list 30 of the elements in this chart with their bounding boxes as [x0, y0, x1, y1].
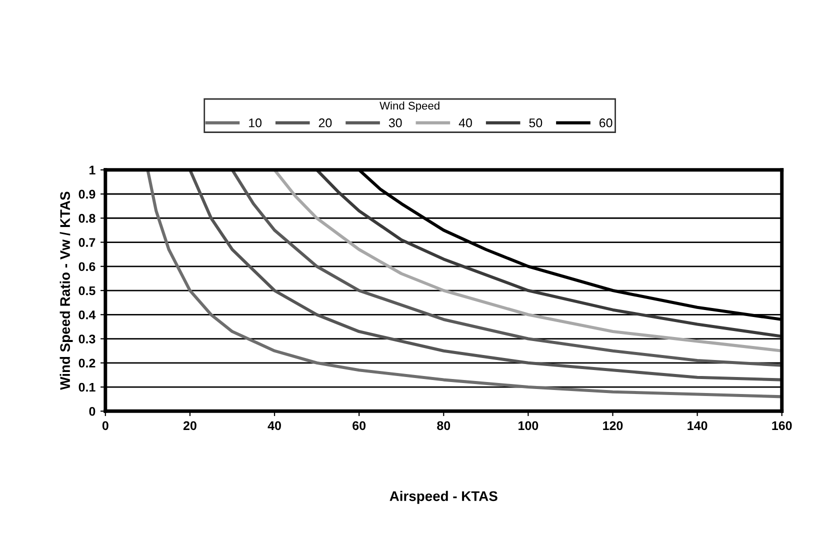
- y-tick-label: 0.8: [78, 214, 96, 223]
- y-tick-label: 0.6: [78, 262, 96, 272]
- y-tick-label: 0.4: [78, 310, 96, 320]
- line-series: [315, 170, 782, 338]
- x-tick-label: 120: [603, 421, 623, 430]
- y-tick-label: 0.5: [78, 286, 96, 296]
- x-tick-label: 80: [437, 421, 450, 430]
- y-axis-title: Wind Speed Ratio - Vw / KTAS: [60, 192, 73, 390]
- legend-title: Wind Speed: [380, 101, 440, 112]
- x-axis-title: Airspeed - KTAS: [390, 490, 498, 504]
- x-tick-label: 100: [518, 421, 538, 430]
- legend-label: 50: [529, 118, 542, 128]
- x-tick-label: 160: [772, 421, 792, 430]
- legend-label: 40: [458, 118, 472, 128]
- legend-label: 20: [318, 118, 332, 128]
- x-tick-label: 40: [268, 421, 281, 430]
- y-tick-label: 0.9: [78, 190, 96, 199]
- x-tick-label: 140: [688, 421, 708, 430]
- y-tick-label: 1: [90, 166, 96, 174]
- legend-label: 10: [249, 118, 262, 128]
- y-tick-label: 0.3: [78, 334, 96, 344]
- x-tick-label: 60: [352, 421, 366, 430]
- legend-label: 60: [600, 118, 612, 128]
- y-tick-label: 0.2: [78, 358, 96, 368]
- x-tick-label: 0: [102, 421, 108, 430]
- legend-label: 30: [388, 118, 402, 128]
- y-tick-label: 0: [89, 406, 96, 416]
- x-tick-label: 20: [183, 421, 196, 430]
- y-tick-label: 0.7: [78, 238, 96, 247]
- y-tick-label: 0.1: [78, 382, 96, 392]
